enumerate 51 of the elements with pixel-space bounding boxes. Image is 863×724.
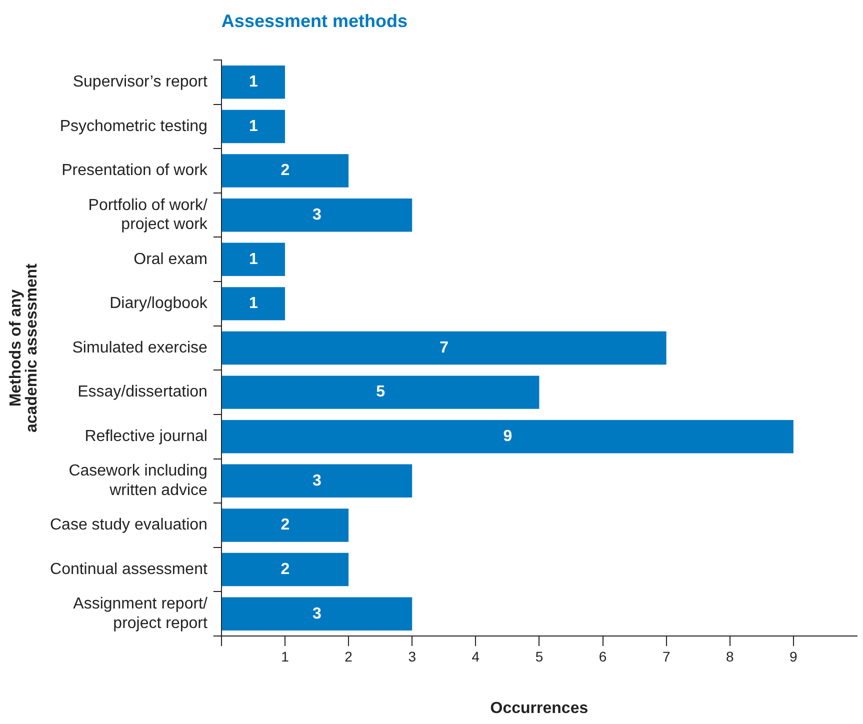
bar — [222, 242, 285, 276]
x-tick-label: 3 — [408, 648, 416, 664]
bar — [222, 376, 540, 409]
bar — [222, 331, 666, 365]
x-tick-label: 4 — [472, 648, 480, 664]
bar — [222, 552, 349, 586]
y-tick-label: Oral exam — [134, 250, 208, 268]
x-tick-label: 1 — [281, 648, 290, 664]
bar — [222, 597, 412, 630]
data-label: 2 — [280, 560, 290, 578]
y-tick-label: Supervisor’s report — [72, 74, 208, 91]
y-axis-title: Methods of any academic assessment — [7, 262, 40, 432]
data-label: 2 — [280, 516, 290, 534]
y-tick-label: Essay/dissertation — [78, 384, 208, 401]
data-label: 7 — [440, 339, 449, 356]
data-label: 1 — [249, 118, 258, 135]
x-tick-label: 2 — [344, 648, 353, 664]
y-tick-label: Assignment report/ project report — [73, 596, 208, 632]
x-axis-title: Occurrences — [490, 700, 588, 717]
y-tick-label: Diary/logbook — [110, 295, 208, 312]
bar — [222, 66, 285, 99]
data-label: 2 — [280, 162, 290, 180]
x-tick-label: 6 — [598, 648, 607, 664]
chart-title: Assessment methods — [221, 10, 408, 31]
bar — [222, 154, 349, 188]
data-label: 3 — [312, 472, 322, 490]
data-label: 1 — [249, 295, 258, 312]
y-tick-label: Casework including written advice — [68, 462, 208, 499]
x-tick-label: 9 — [790, 648, 798, 664]
y-tick-label: Simulated exercise — [72, 339, 208, 356]
bar — [222, 198, 412, 232]
y-tick-label: Continual assessment — [50, 560, 208, 578]
y-tick-label: Reflective journal — [84, 428, 208, 446]
data-label: 5 — [376, 384, 386, 401]
bar — [222, 464, 412, 498]
data-label: 3 — [312, 206, 322, 224]
y-tick-label: Portfolio of work/ project work — [88, 196, 208, 234]
bar — [222, 110, 285, 144]
x-tick-label: 7 — [662, 648, 670, 664]
x-tick-label: 5 — [535, 648, 544, 664]
data-label: 1 — [249, 250, 258, 268]
y-tick-label: Presentation of work — [62, 162, 208, 180]
x-tick-label: 8 — [726, 648, 734, 664]
bar — [222, 508, 349, 542]
data-label: 3 — [312, 605, 322, 622]
data-label: 9 — [503, 428, 512, 446]
bar — [222, 420, 794, 454]
bar — [222, 287, 285, 320]
data-label: 1 — [249, 74, 258, 91]
y-tick-label: Psychometric testing — [60, 118, 208, 135]
y-tick-label: Case study evaluation — [50, 516, 208, 534]
